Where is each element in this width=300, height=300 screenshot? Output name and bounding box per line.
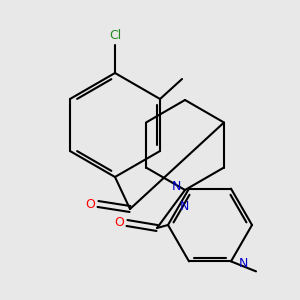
Text: N: N <box>239 257 248 270</box>
Text: O: O <box>85 197 95 211</box>
Text: Cl: Cl <box>109 29 121 42</box>
Text: N: N <box>179 200 189 213</box>
Text: N: N <box>172 180 181 193</box>
Text: O: O <box>114 217 124 230</box>
